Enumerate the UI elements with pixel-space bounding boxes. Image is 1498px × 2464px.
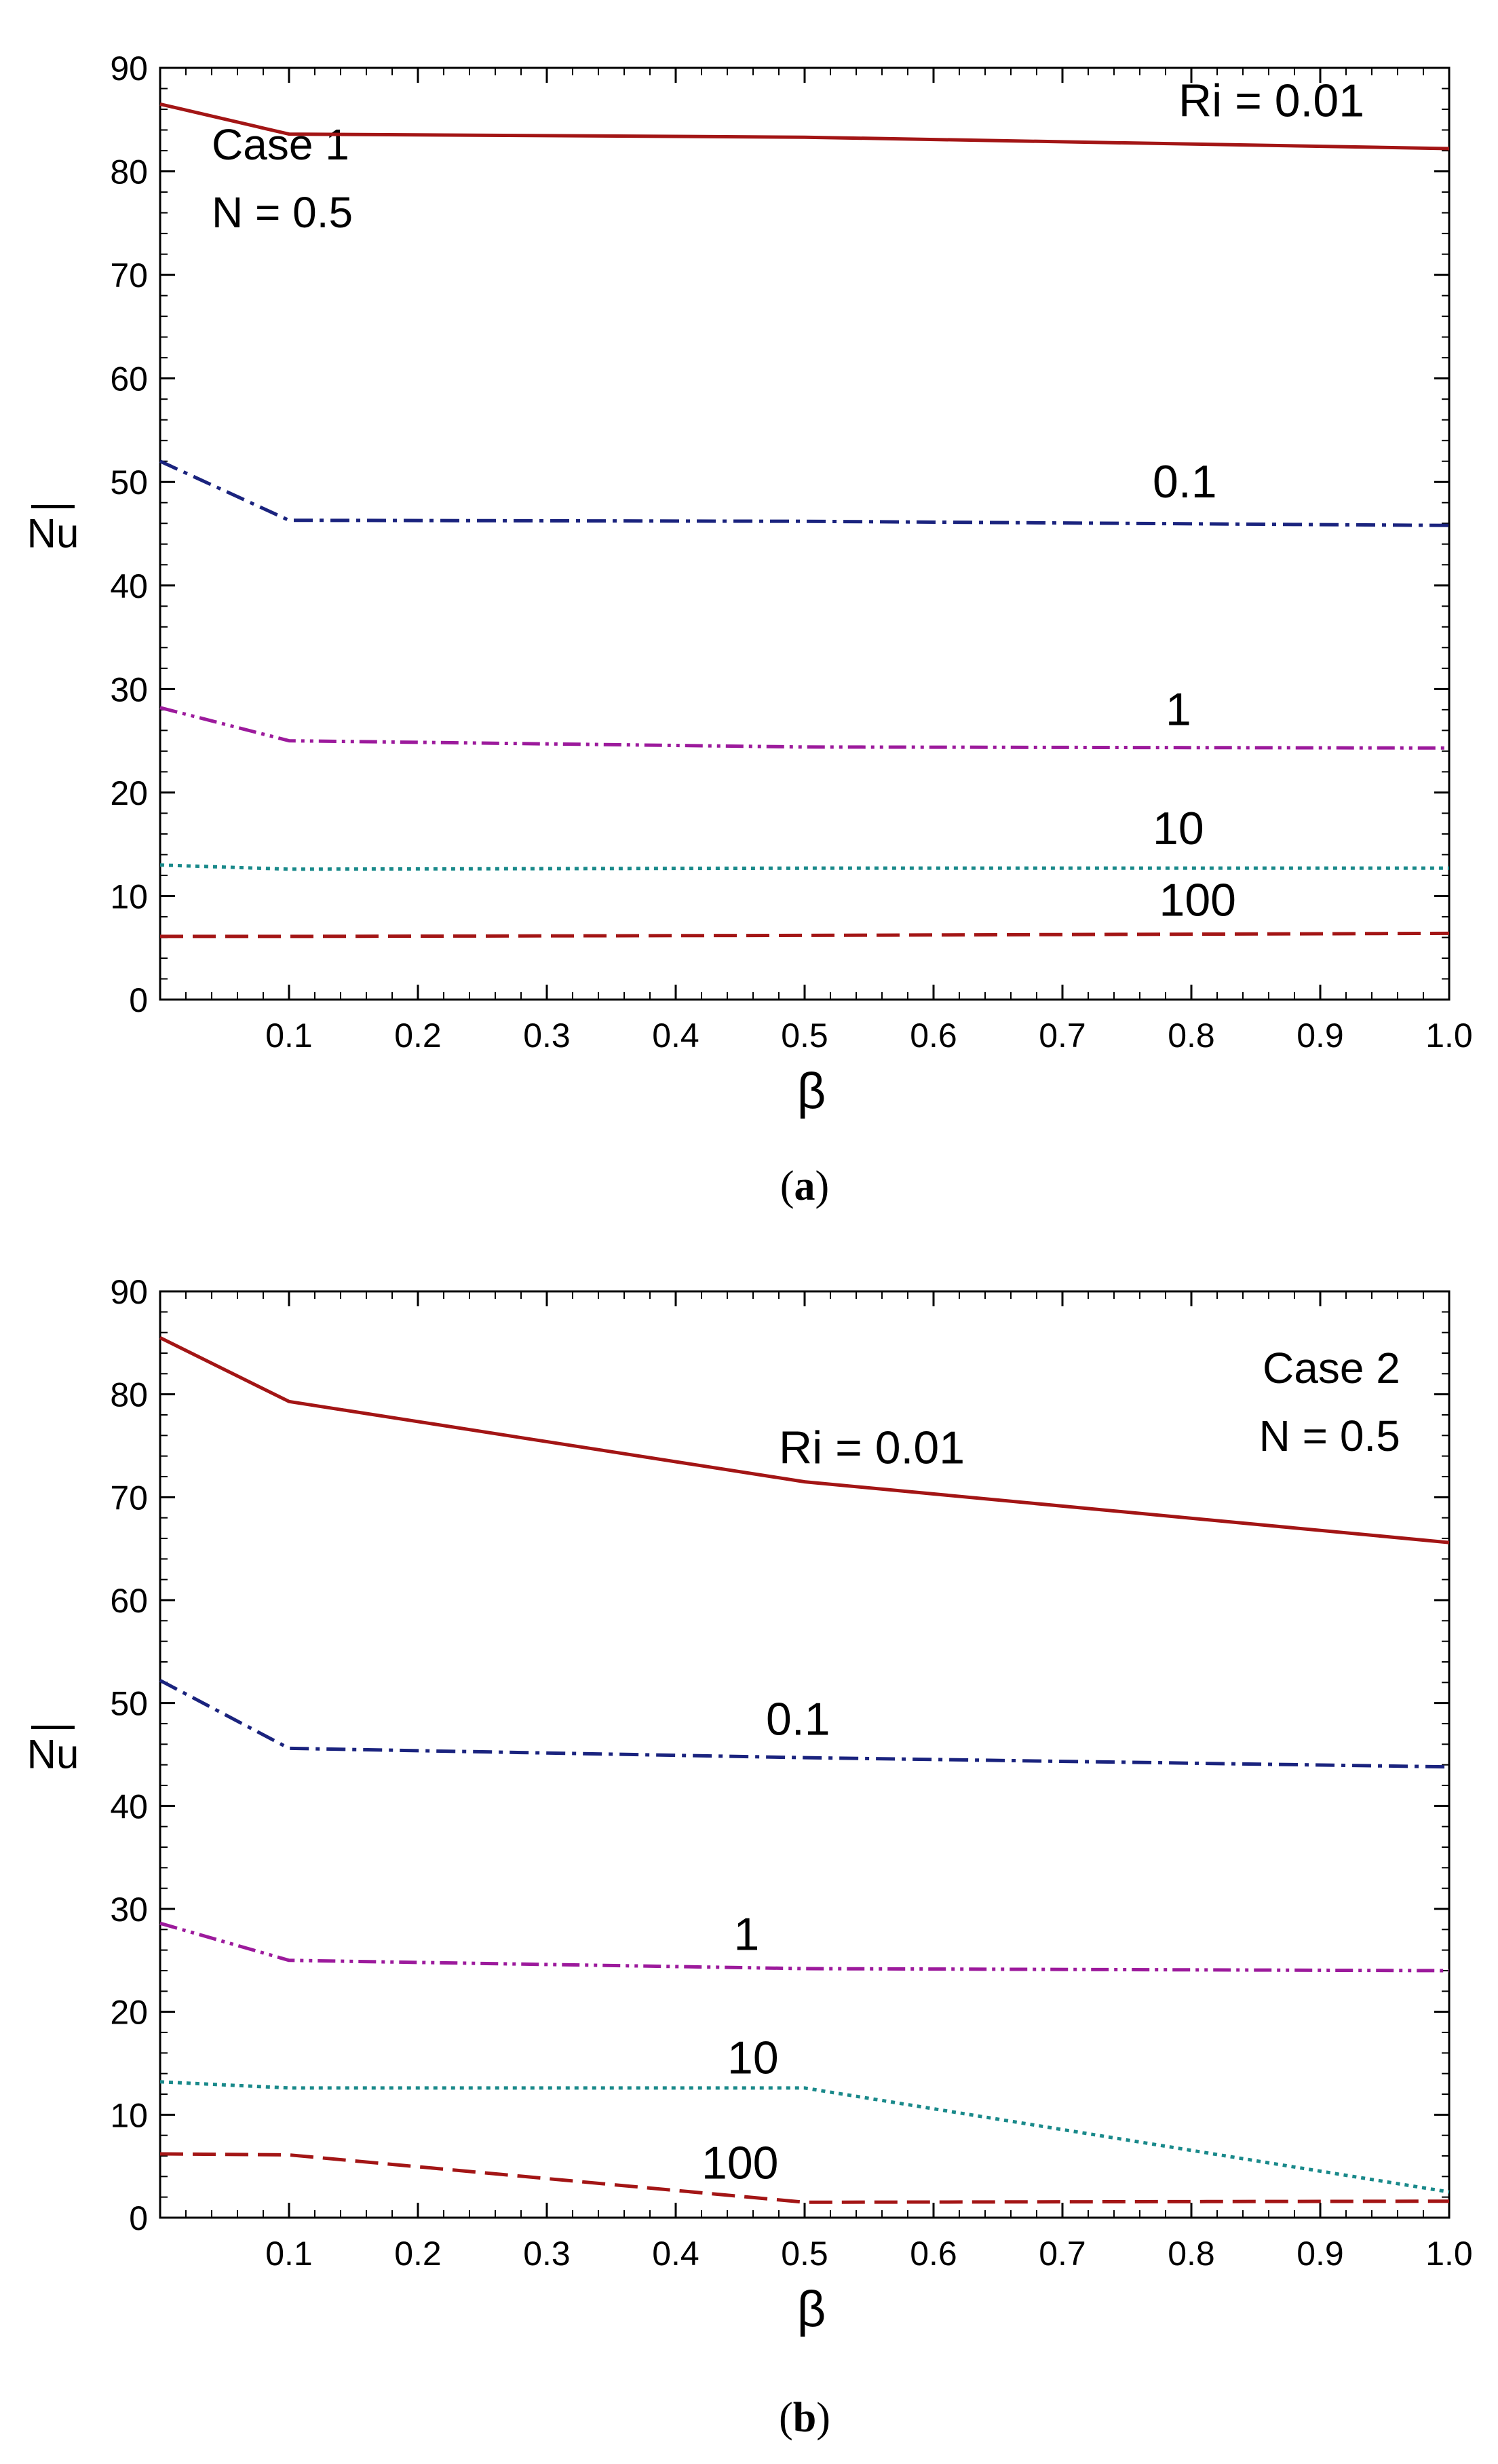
y-tick-label: 30: [110, 670, 148, 708]
x-tick-label: 1.0: [1425, 1017, 1473, 1055]
chart-panel-a: 0 10 20 30 40 50 60 70 80 90 0.1 0.2 0.3 0.4 0.5 0.6 0.7…: [27, 50, 1473, 1119]
annotation-line: Case 2: [1263, 1344, 1400, 1392]
series-label-2: 0.1: [1153, 456, 1217, 508]
chart-panel-b: 0 10 20 30 40 50 60 70 80 90 0.1 0.2 0.3 0.4 0.5 0.6 0.7…: [27, 1273, 1473, 2337]
y-tick-label: 0: [129, 981, 148, 1019]
x-tick-label: 1.0: [1425, 2235, 1473, 2273]
caption-letter: a: [794, 1163, 815, 1209]
x-tick-label: 0.7: [1039, 2235, 1086, 2273]
x-tick-label: 0.5: [781, 1017, 828, 1055]
y-tick-label: 30: [110, 1891, 148, 1929]
series-line-5: [160, 931, 1450, 939]
y-tick-label: 70: [110, 257, 148, 295]
series-line-1: [159, 1336, 1450, 1544]
series-label-5: 100: [702, 2137, 778, 2188]
x-tick-label: 0.6: [910, 2235, 957, 2273]
caption-open: (: [780, 1163, 794, 1209]
y-tick-label: 70: [110, 1479, 148, 1517]
series-label-3: 1: [1166, 684, 1191, 736]
x-axis-label: β: [797, 1063, 826, 1119]
x-tick-label: 0.2: [394, 2235, 442, 2273]
y-tick-label: 20: [110, 774, 148, 812]
x-tick-label: 0.4: [652, 2235, 699, 2273]
series-label-4: 10: [1153, 803, 1204, 854]
annotation-line: N = 0.5: [1259, 1411, 1400, 1460]
series-line-5: [159, 2152, 1450, 2204]
series-line-4: [159, 863, 1449, 871]
y-tick-label: 50: [110, 1685, 148, 1723]
series-label-5: 100: [1159, 874, 1236, 926]
x-tick-label: 0.8: [1168, 1017, 1215, 1055]
x-tick-label: 0.8: [1168, 2235, 1215, 2273]
caption-letter: b: [793, 2395, 816, 2441]
y-tick-label: 20: [110, 1994, 148, 2032]
x-tick-label: 0.9: [1297, 1017, 1344, 1055]
plot-frame: [159, 67, 1451, 1001]
caption-open: (: [779, 2395, 793, 2441]
y-tick-label: 90: [110, 50, 148, 88]
panel-caption: (a): [780, 1163, 829, 1209]
y-tick-label: 60: [110, 360, 148, 398]
y-tick-label: 50: [110, 463, 148, 501]
series-label-1: Ri = 0.01: [1178, 75, 1364, 127]
y-tick-label: 80: [110, 1376, 148, 1414]
x-tick-label: 0.3: [523, 2235, 571, 2273]
series-line-2: [159, 459, 1450, 527]
x-tick-label: 0.6: [910, 1017, 957, 1055]
y-axis-label: Nu: [27, 511, 79, 556]
x-axis-label: β: [797, 2281, 826, 2337]
y-tick-label: 0: [129, 2199, 148, 2237]
caption-close: ): [816, 2395, 830, 2441]
x-tick-label: 0.9: [1297, 2235, 1344, 2273]
y-tick-label: 10: [110, 2096, 148, 2134]
x-tick-label: 0.5: [781, 2235, 828, 2273]
series-label-2: 0.1: [766, 1694, 830, 1745]
y-tick-label: 40: [110, 1787, 148, 1825]
x-tick-label: 0.2: [394, 1017, 442, 1055]
series-line-3: [159, 1921, 1450, 1973]
y-tick-label: 90: [110, 1273, 148, 1311]
x-tick-label: 0.3: [523, 1017, 571, 1055]
panel-caption: (b): [779, 2395, 830, 2441]
series-line-4: [159, 2080, 1450, 2194]
series-label-1: Ri = 0.01: [779, 1422, 965, 1473]
caption-close: ): [815, 1163, 830, 1209]
x-tick-label: 0.7: [1039, 1017, 1086, 1055]
y-tick-label: 10: [110, 877, 148, 915]
annotation-line: N = 0.5: [212, 188, 353, 237]
annotation-line: Case 1: [212, 120, 349, 169]
y-axis-label: Nu: [27, 1732, 79, 1777]
x-tick-label: 0.1: [265, 1017, 313, 1055]
y-tick-label: 80: [110, 153, 148, 191]
series-line-3: [159, 706, 1450, 750]
x-tick-label: 0.1: [265, 2235, 313, 2273]
series-line-1: [159, 102, 1450, 151]
y-tick-label: 40: [110, 567, 148, 605]
y-tick-label: 60: [110, 1582, 148, 1620]
series-line-2: [159, 1679, 1450, 1769]
x-tick-label: 0.4: [652, 1017, 699, 1055]
series-label-4: 10: [727, 2032, 779, 2084]
series-label-3: 1: [734, 1909, 760, 1960]
